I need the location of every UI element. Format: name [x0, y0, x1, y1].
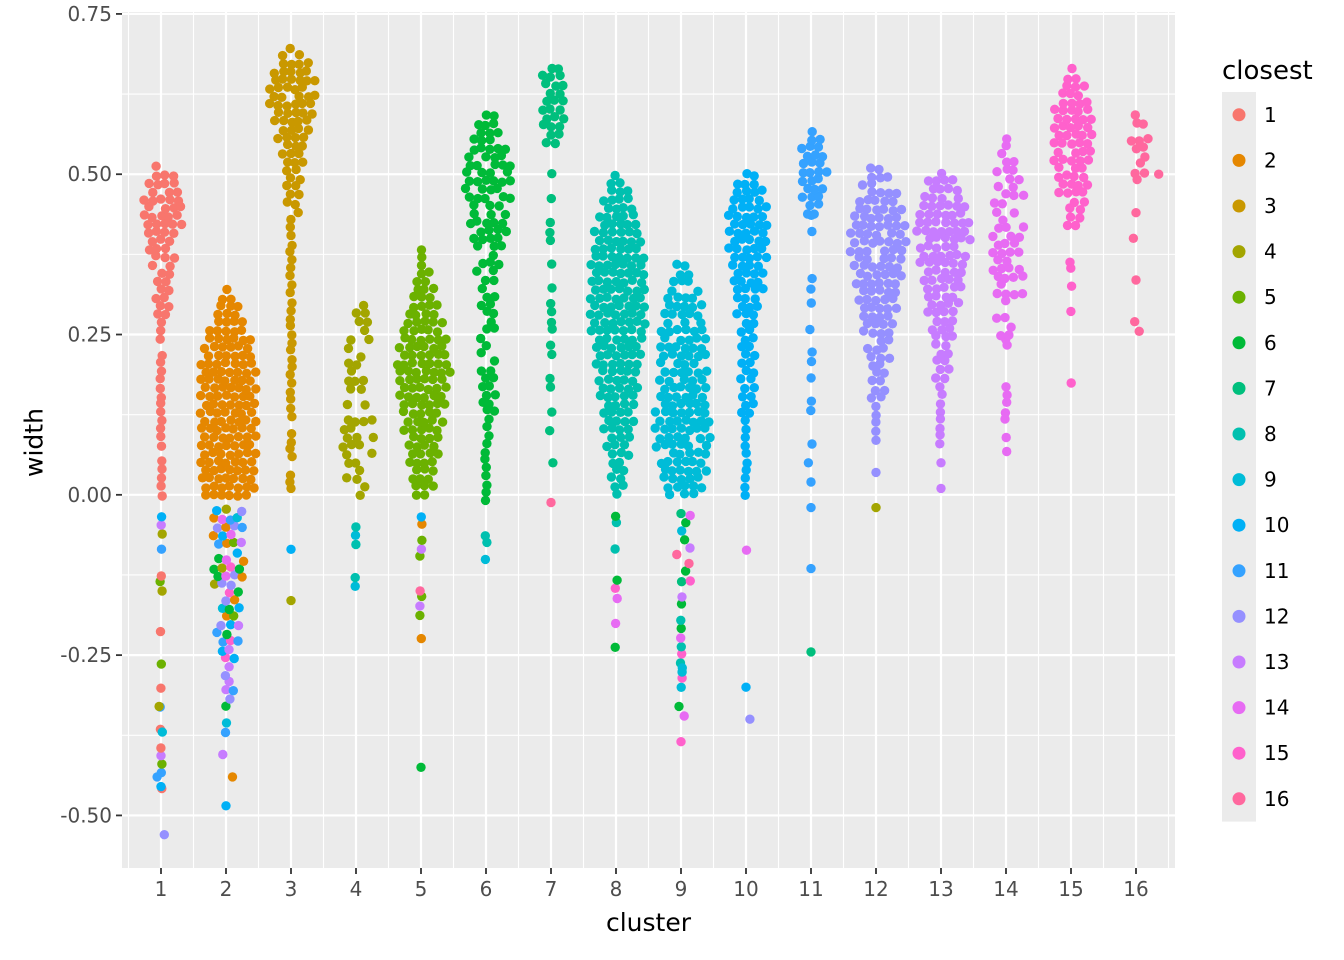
legend-title: closest	[1222, 56, 1313, 86]
legend-item-label: 7	[1264, 376, 1277, 400]
points-cluster-6	[460, 110, 515, 565]
legend-swatch	[1232, 153, 1246, 167]
y-tick-label: 0.50	[67, 162, 112, 186]
legend-item-label: 4	[1264, 240, 1277, 264]
legend-item-label: 8	[1264, 422, 1277, 446]
x-tick-label: 7	[545, 877, 558, 901]
y-tick-label: 0.00	[67, 483, 112, 507]
points-cluster-15	[1049, 63, 1097, 388]
legend-item-label: 11	[1264, 559, 1289, 583]
legend-swatch	[1232, 108, 1246, 122]
x-tick-label: 5	[415, 877, 428, 901]
points-cluster-7	[537, 63, 569, 508]
legend-item-label: 5	[1264, 285, 1277, 309]
legend-swatch	[1232, 518, 1246, 532]
x-tick-label: 12	[863, 877, 888, 901]
points-cluster-10	[723, 169, 772, 724]
x-tick-label: 9	[675, 877, 688, 901]
legend-swatch	[1232, 245, 1246, 259]
legend-item-label: 13	[1264, 650, 1289, 674]
legend-swatch	[1232, 381, 1246, 395]
legend-swatch	[1232, 746, 1246, 760]
x-tick-label: 3	[285, 877, 298, 901]
y-tick-label: -0.50	[60, 803, 112, 827]
x-tick-label: 16	[1123, 877, 1148, 901]
legend-item-label: 6	[1264, 331, 1277, 355]
points-cluster-13	[912, 168, 975, 494]
legend-item-label: 10	[1264, 513, 1289, 537]
gridlines	[122, 12, 1175, 868]
x-tick-label: 1	[155, 877, 168, 901]
legend-key-strip	[1222, 92, 1256, 822]
y-tick-label: 0.75	[67, 2, 112, 26]
x-tick-label: 13	[928, 877, 953, 901]
points-layer	[139, 43, 1164, 840]
legend-swatch	[1232, 199, 1246, 213]
legend-swatch	[1232, 701, 1246, 715]
legend-item-label: 14	[1264, 696, 1289, 720]
points-cluster-4	[338, 300, 378, 591]
x-tick-label: 14	[993, 877, 1018, 901]
legend-swatch	[1232, 473, 1246, 487]
points-cluster-3	[265, 43, 320, 606]
legend-item-label: 12	[1264, 604, 1289, 628]
x-tick-label: 4	[350, 877, 363, 901]
y-axis-title: width	[19, 408, 49, 477]
legend-item-label: 3	[1264, 194, 1277, 218]
x-axis-title: cluster	[605, 908, 692, 937]
axes: 0.750.500.250.00-0.25-0.501 2 3 4 5 6 7 8 9 10 11 1…	[60, 2, 1148, 901]
legend-item-label: 15	[1264, 741, 1289, 765]
x-tick-label: 10	[733, 877, 758, 901]
legend-swatch	[1232, 564, 1246, 578]
points-cluster-12	[845, 163, 911, 513]
points-cluster-1	[139, 161, 187, 840]
x-tick-label: 11	[798, 877, 823, 901]
y-tick-label: -0.25	[60, 643, 112, 667]
x-tick-label: 6	[480, 877, 493, 901]
points-cluster-9	[650, 259, 715, 747]
points-cluster-11	[797, 127, 832, 657]
points-cluster-14	[988, 134, 1029, 457]
points-cluster-2	[195, 284, 261, 811]
legend-swatch	[1232, 427, 1246, 441]
legend-swatch	[1232, 609, 1246, 623]
points-cluster-16	[1126, 110, 1164, 336]
x-tick-label: 2	[220, 877, 233, 901]
y-tick-label: 0.25	[67, 323, 112, 347]
legend-item-label: 1	[1264, 103, 1277, 127]
legend-swatch	[1232, 290, 1246, 304]
legend-item-label: 9	[1264, 468, 1277, 492]
x-tick-label: 15	[1058, 877, 1083, 901]
points-cluster-5	[392, 245, 455, 772]
legend-item-label: 16	[1264, 787, 1289, 811]
legend-swatch	[1232, 792, 1246, 806]
x-tick-label: 8	[610, 877, 623, 901]
points-cluster-8	[585, 170, 650, 652]
legend-swatch	[1232, 655, 1246, 669]
legend-swatch	[1232, 336, 1246, 350]
legend-item-label: 2	[1264, 148, 1277, 172]
